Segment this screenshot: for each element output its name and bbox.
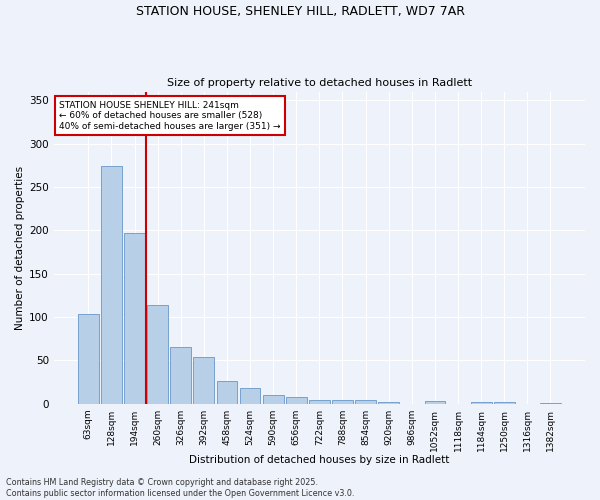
Bar xyxy=(193,357,214,404)
Bar xyxy=(540,403,561,404)
Y-axis label: Number of detached properties: Number of detached properties xyxy=(15,166,25,330)
Bar xyxy=(170,348,191,404)
Text: STATION HOUSE, SHENLEY HILL, RADLETT, WD7 7AR: STATION HOUSE, SHENLEY HILL, RADLETT, WD… xyxy=(136,5,464,18)
Bar xyxy=(355,400,376,404)
Bar xyxy=(239,388,260,404)
Bar xyxy=(147,305,168,404)
Bar xyxy=(379,402,399,404)
Bar xyxy=(286,397,307,404)
Bar xyxy=(217,382,238,404)
Title: Size of property relative to detached houses in Radlett: Size of property relative to detached ho… xyxy=(167,78,472,88)
Text: Contains HM Land Registry data © Crown copyright and database right 2025.
Contai: Contains HM Land Registry data © Crown c… xyxy=(6,478,355,498)
Bar xyxy=(78,314,99,404)
Bar xyxy=(309,400,330,404)
Bar xyxy=(124,233,145,404)
Bar xyxy=(332,400,353,404)
X-axis label: Distribution of detached houses by size in Radlett: Distribution of detached houses by size … xyxy=(189,455,449,465)
Bar xyxy=(471,402,491,404)
Bar xyxy=(263,395,284,404)
Text: STATION HOUSE SHENLEY HILL: 241sqm
← 60% of detached houses are smaller (528)
40: STATION HOUSE SHENLEY HILL: 241sqm ← 60%… xyxy=(59,101,281,130)
Bar xyxy=(425,401,445,404)
Bar xyxy=(494,402,515,404)
Bar xyxy=(101,166,122,404)
